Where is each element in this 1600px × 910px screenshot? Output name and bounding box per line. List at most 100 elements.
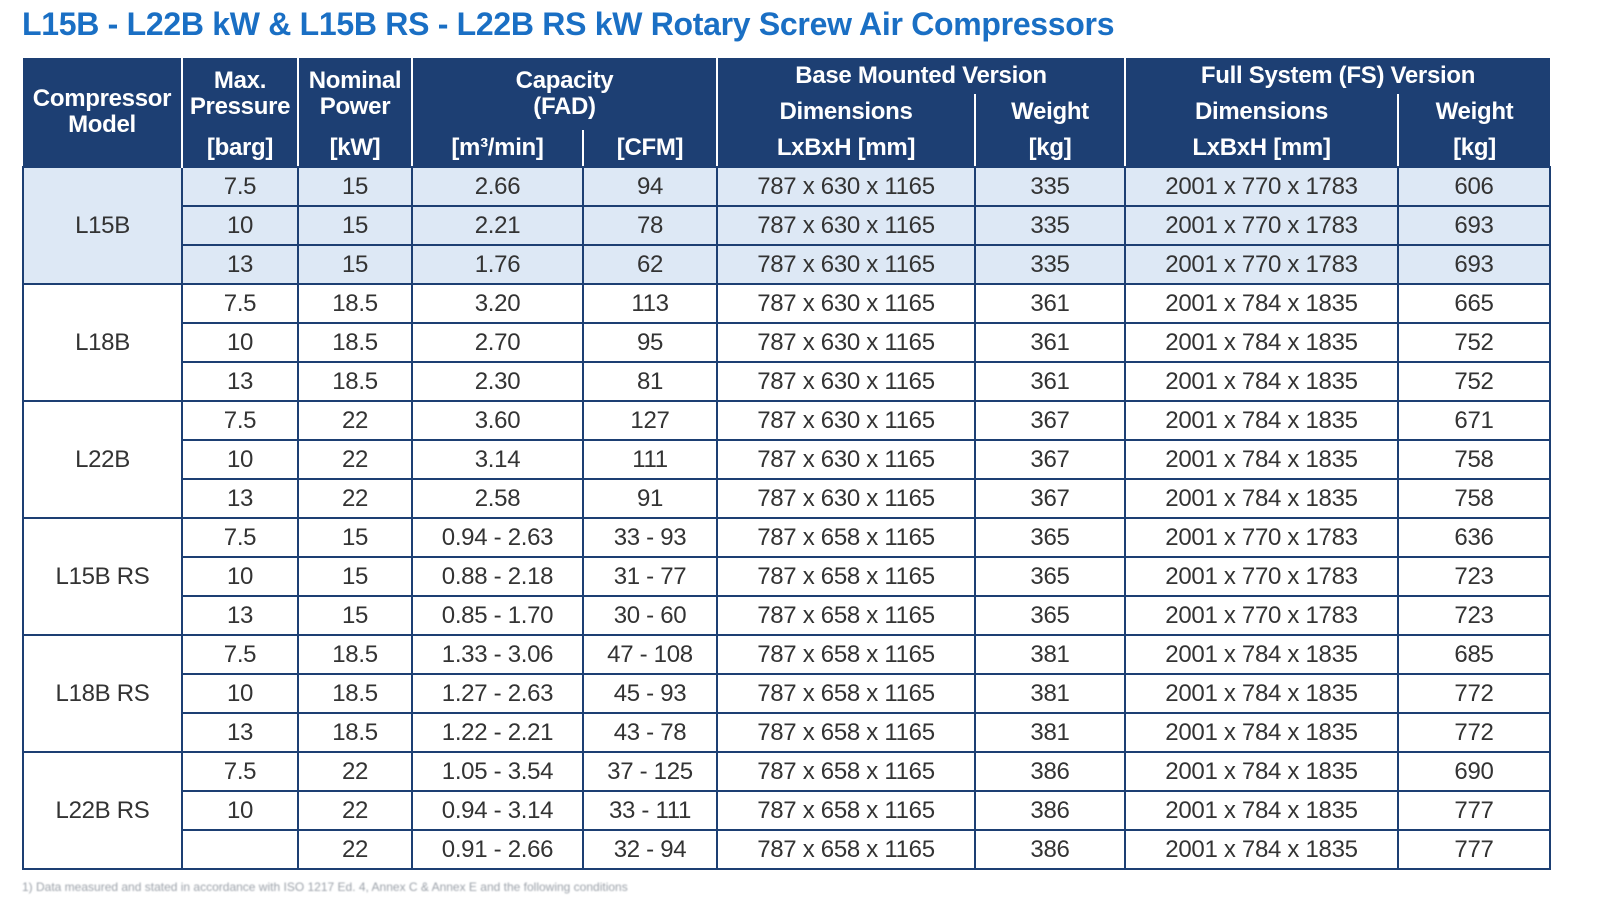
fs-dimensions-cell: 2001 x 784 x 1835 [1124,634,1399,675]
pressure-cell: 7.5 [181,166,299,207]
base-dimensions-cell: 787 x 658 x 1165 [716,634,976,675]
fs-weight-cell: 723 [1396,556,1552,597]
power-cell: 22 [297,790,413,831]
power-cell: 15 [297,166,413,207]
fs-weight-cell: 772 [1396,673,1552,714]
header-base-dimensions: Dimensions [717,94,976,130]
fs-dimensions-cell: 2001 x 784 x 1835 [1124,829,1399,870]
pressure-cell: 10 [181,556,299,597]
fs-weight-cell: 723 [1396,595,1552,636]
table-header: Compressor Model Max. Pressure Nominal Powe… [23,58,1551,168]
table-row: L15B RS 7.5 15 0.94 - 2.63 33 - 93 787 x 658 … [22,517,1552,636]
header-fs-weight: Weight [1398,94,1551,130]
capacity-cfm-cell: 94 [582,166,718,207]
capacity-cfm-cell: 43 - 78 [582,712,718,753]
base-weight-cell: 386 [974,751,1126,792]
capacity-m3-cell: 0.88 - 2.18 [411,556,584,597]
fs-weight-cell: 671 [1396,400,1552,441]
fs-dimensions-cell: 2001 x 770 x 1783 [1124,517,1399,558]
capacity-m3-cell: 2.70 [411,322,584,363]
capacity-cfm-cell: 33 - 111 [582,790,718,831]
fs-weight-cell: 693 [1396,205,1552,246]
power-cell: 18.5 [297,712,413,753]
base-dimensions-cell: 787 x 658 x 1165 [716,673,976,714]
table-body: L15B 7.5 15 2.66 94 787 x 630 x 1165 335 2001 x… [22,166,1552,870]
capacity-cfm-cell: 78 [582,205,718,246]
fs-weight-cell: 772 [1396,712,1552,753]
base-weight-cell: 381 [974,712,1126,753]
capacity-cfm-cell: 127 [582,400,718,441]
power-cell: 22 [297,400,413,441]
power-cell: 15 [297,244,413,285]
capacity-cfm-cell: 30 - 60 [582,595,718,636]
base-dimensions-cell: 787 x 658 x 1165 [716,595,976,636]
table-row: L18B RS 7.5 18.5 1.33 - 3.06 47 - 108 787 x 6… [22,634,1552,753]
table-row: 10 22 3.14 111 787 x 630 x 1165 367 2001 x 784… [23,439,1552,480]
header-full-system: Full System (FS) Version [1125,58,1551,94]
pressure-cell: 10 [181,439,299,480]
pressure-cell: 10 [181,322,299,363]
header-base-dimensions-unit: LxBxH [mm] [717,130,976,168]
fs-weight-cell: 758 [1396,478,1552,519]
base-weight-cell: 367 [974,478,1126,519]
power-cell: 22 [297,829,413,870]
table-row: L22B 7.5 22 3.60 127 787 x 630 x 1165 367 2001 … [22,400,1552,519]
capacity-m3-cell: 2.58 [411,478,584,519]
capacity-m3-cell: 1.05 - 3.54 [411,751,584,792]
fs-dimensions-cell: 2001 x 784 x 1835 [1124,400,1399,441]
power-cell: 22 [297,478,413,519]
power-cell: 15 [297,517,413,558]
base-dimensions-cell: 787 x 658 x 1165 [716,790,976,831]
base-dimensions-cell: 787 x 658 x 1165 [716,751,976,792]
fs-weight-cell: 777 [1396,829,1552,870]
base-dimensions-cell: 787 x 658 x 1165 [716,829,976,870]
fs-dimensions-cell: 2001 x 770 x 1783 [1124,595,1399,636]
header-capacity-cfm-unit: [CFM] [583,130,718,168]
capacity-m3-cell: 1.76 [411,244,584,285]
power-cell: 15 [297,205,413,246]
fs-dimensions-cell: 2001 x 784 x 1835 [1124,478,1399,519]
capacity-cfm-cell: 47 - 108 [582,634,718,675]
specification-table: Compressor Model Max. Pressure Nominal Powe… [22,58,1552,870]
table-row: 13 15 1.76 62 787 x 630 x 1165 335 2001 x 770 … [23,244,1552,285]
fs-dimensions-cell: 2001 x 784 x 1835 [1124,712,1399,753]
pressure-cell: 13 [181,244,299,285]
base-weight-cell: 361 [974,361,1126,402]
capacity-m3-cell: 3.20 [411,283,584,324]
pressure-cell: 13 [181,478,299,519]
pressure-cell: 7.5 [181,400,299,441]
base-weight-cell: 361 [974,283,1126,324]
capacity-m3-cell: 1.27 - 2.63 [411,673,584,714]
base-dimensions-cell: 787 x 630 x 1165 [716,439,976,480]
base-weight-cell: 365 [974,595,1126,636]
fs-dimensions-cell: 2001 x 784 x 1835 [1124,751,1399,792]
fs-weight-cell: 758 [1396,439,1552,480]
power-cell: 18.5 [297,283,413,324]
base-dimensions-cell: 787 x 658 x 1165 [716,517,976,558]
base-weight-cell: 367 [974,439,1126,480]
header-fs-dimensions: Dimensions [1125,94,1399,130]
capacity-m3-cell: 3.60 [411,400,584,441]
model-cell: L18B RS [22,634,183,753]
capacity-m3-cell: 3.14 [411,439,584,480]
capacity-m3-cell: 0.85 - 1.70 [411,595,584,636]
header-pressure-unit: [barg] [182,130,299,168]
fs-weight-cell: 690 [1396,751,1552,792]
capacity-cfm-cell: 95 [582,322,718,363]
model-cell: L22B RS [22,751,183,870]
header-fs-dimensions-unit: LxBxH [mm] [1125,130,1399,168]
model-cell: L22B [22,400,183,519]
table-row: 10 15 0.88 - 2.18 31 - 77 787 x 658 x 1165 36… [23,556,1552,597]
model-cell: L15B [22,166,183,285]
fs-weight-cell: 777 [1396,790,1552,831]
base-dimensions-cell: 787 x 630 x 1165 [716,244,976,285]
table-row: 13 18.5 1.22 - 2.21 43 - 78 787 x 658 x 1165… [23,712,1552,753]
capacity-m3-cell: 1.22 - 2.21 [411,712,584,753]
header-base-weight-unit: [kg] [975,130,1126,168]
table-row: L22B RS 7.5 22 1.05 - 3.54 37 - 125 787 x 658… [22,751,1552,870]
base-dimensions-cell: 787 x 658 x 1165 [716,712,976,753]
power-cell: 18.5 [297,322,413,363]
fs-dimensions-cell: 2001 x 770 x 1783 [1124,166,1399,207]
pressure-cell [181,829,299,870]
table-row: 10 18.5 2.70 95 787 x 630 x 1165 361 2001 x 78… [23,322,1552,363]
